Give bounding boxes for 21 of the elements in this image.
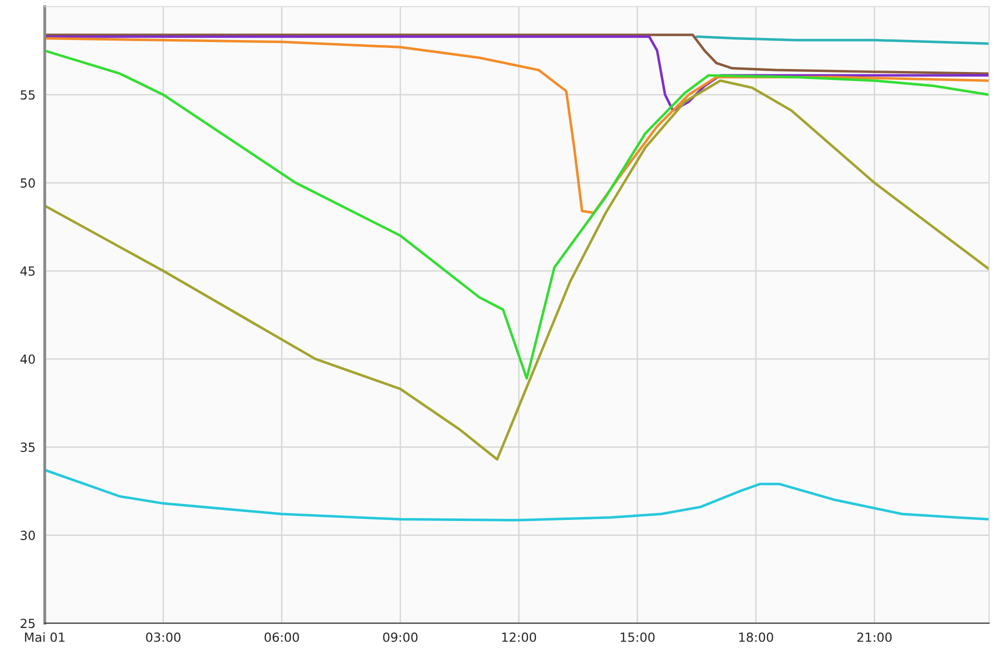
line-series	[44, 35, 990, 112]
x-tick-label: 03:00	[146, 632, 180, 642]
x-tick-label: 09:00	[383, 632, 418, 642]
y-tick-label: 55	[20, 90, 35, 100]
x-tick-label: 21:00	[857, 632, 892, 642]
x-tick-label: Mai 01	[25, 632, 64, 642]
line-series	[44, 49, 990, 380]
y-tick-label: 30	[20, 530, 35, 540]
y-tick-label: 40	[20, 354, 35, 364]
y-tick-label: 25	[20, 618, 35, 628]
y-tick-label: 35	[20, 442, 35, 452]
x-tick-label: 06:00	[264, 632, 299, 642]
y-tick-label: 50	[20, 178, 35, 188]
line-series	[44, 34, 990, 75]
line-series	[695, 35, 990, 45]
x-tick-label: 15:00	[620, 632, 655, 642]
y-tick-label: 45	[20, 266, 35, 276]
x-tick-label: 12:00	[502, 632, 536, 642]
line-series	[44, 468, 990, 522]
x-tick-label: 18:00	[739, 632, 774, 642]
line-series	[44, 79, 990, 461]
